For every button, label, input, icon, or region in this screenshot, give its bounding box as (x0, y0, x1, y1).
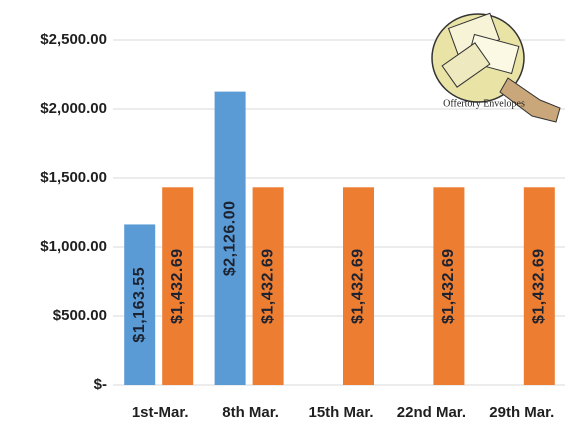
x-tick-label: 29th Mar. (489, 404, 554, 421)
y-tick-label: $1,000.00 (40, 238, 107, 255)
annotation: Offertory Envelopes (443, 98, 525, 109)
value-label: $1,432.69 (350, 248, 367, 324)
x-tick-label: 1st-Mar. (132, 404, 189, 421)
value-label: $1,432.69 (259, 248, 276, 324)
value-label: $1,163.55 (131, 267, 148, 343)
y-tick-label: $- (94, 376, 107, 393)
y-tick-label: $500.00 (53, 307, 107, 324)
x-tick-label: 15th Mar. (308, 404, 373, 421)
value-label: $2,126.00 (221, 200, 238, 276)
x-tick-label: 8th Mar. (222, 404, 279, 421)
x-tick-label: 22nd Mar. (397, 404, 466, 421)
value-label: $1,432.69 (169, 248, 186, 324)
y-tick-label: $2,500.00 (40, 31, 107, 48)
y-tick-label: $2,000.00 (40, 100, 107, 117)
y-tick-label: $1,500.00 (40, 169, 107, 186)
value-label: $1,432.69 (531, 248, 548, 324)
value-label: $1,432.69 (440, 248, 457, 324)
chart: Offertory Envelopes $- $500.00 $1,000.00 $1… (0, 0, 574, 428)
